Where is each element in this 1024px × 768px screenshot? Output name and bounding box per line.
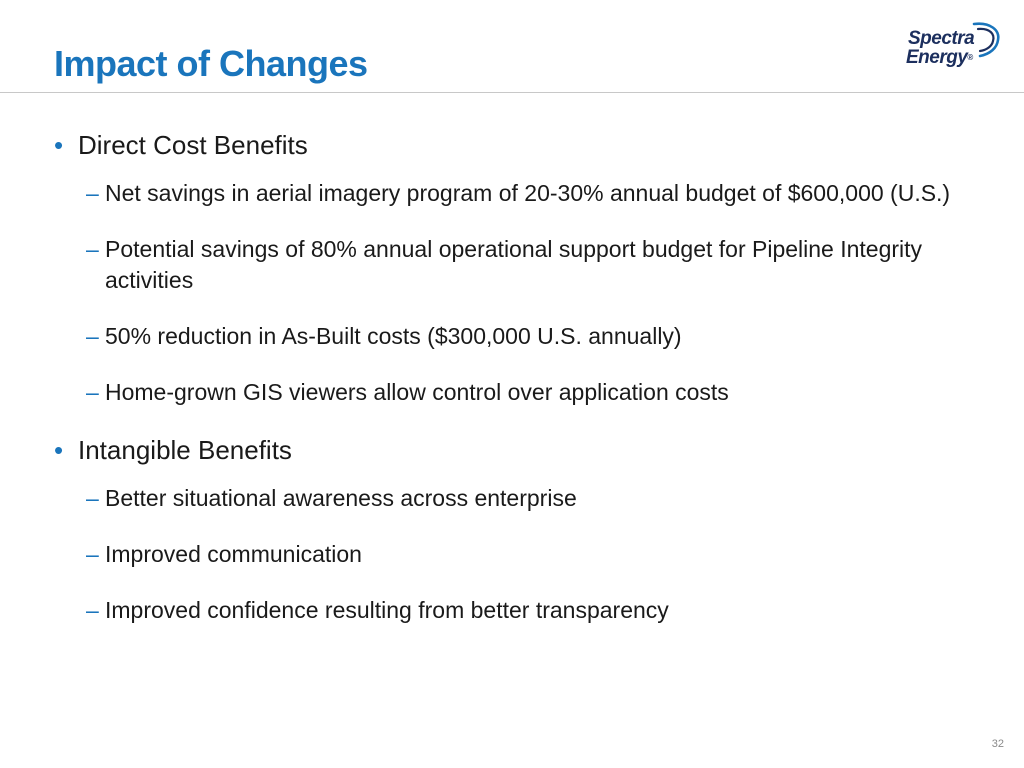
sub-bullet-text: Home-grown GIS viewers allow control ove… <box>105 379 729 405</box>
logo-trademark: ® <box>967 53 973 62</box>
dash-icon: – <box>86 541 99 567</box>
spectra-energy-logo: Spectra Energy® <box>904 18 1004 74</box>
bullet-item: • Direct Cost Benefits <box>54 128 974 162</box>
sub-bullet-item: – Improved confidence resulting from bet… <box>54 595 965 626</box>
bullet-list: • Direct Cost Benefits – Net savings in … <box>54 128 974 651</box>
page-number: 32 <box>991 738 1004 750</box>
sub-bullet-item: – 50% reduction in As-Built costs ($300,… <box>54 321 965 352</box>
sub-bullet-item: – Home-grown GIS viewers allow control o… <box>54 377 965 408</box>
dash-icon: – <box>86 323 99 349</box>
dash-icon: – <box>86 379 99 405</box>
bullet-text: Direct Cost Benefits <box>78 130 308 160</box>
bullet-text: Intangible Benefits <box>78 435 292 465</box>
sub-bullet-item: – Net savings in aerial imagery program … <box>54 178 965 209</box>
bullet-icon: • <box>54 435 64 465</box>
sub-bullet-text: Improved communication <box>105 541 362 567</box>
sub-bullet-item: – Improved communication <box>54 539 965 570</box>
title-divider <box>0 92 1024 93</box>
sub-bullet-text: 50% reduction in As-Built costs ($300,00… <box>105 323 682 349</box>
logo-text-energy: Energy® <box>906 48 973 68</box>
sub-bullet-text: Potential savings of 80% annual operatio… <box>105 236 923 293</box>
sub-bullet-item: – Better situational awareness across en… <box>54 483 965 514</box>
dash-icon: – <box>86 180 99 206</box>
dash-icon: – <box>86 236 99 262</box>
sub-bullet-text: Better situational awareness across ente… <box>105 485 577 511</box>
sub-bullet-text: Improved confidence resulting from bette… <box>105 597 669 623</box>
sub-bullet-text: Net savings in aerial imagery program of… <box>105 180 951 206</box>
slide-title: Impact of Changes <box>54 43 368 84</box>
dash-icon: – <box>86 485 99 511</box>
logo-arc-icon <box>972 22 1000 58</box>
logo-text-spectra: Spectra <box>908 28 975 49</box>
bullet-item: • Intangible Benefits <box>54 433 974 467</box>
bullet-icon: • <box>54 130 64 160</box>
sub-bullet-item: – Potential savings of 80% annual operat… <box>54 234 965 296</box>
dash-icon: – <box>86 597 99 623</box>
logo-text-energy-word: Energy <box>906 47 968 68</box>
